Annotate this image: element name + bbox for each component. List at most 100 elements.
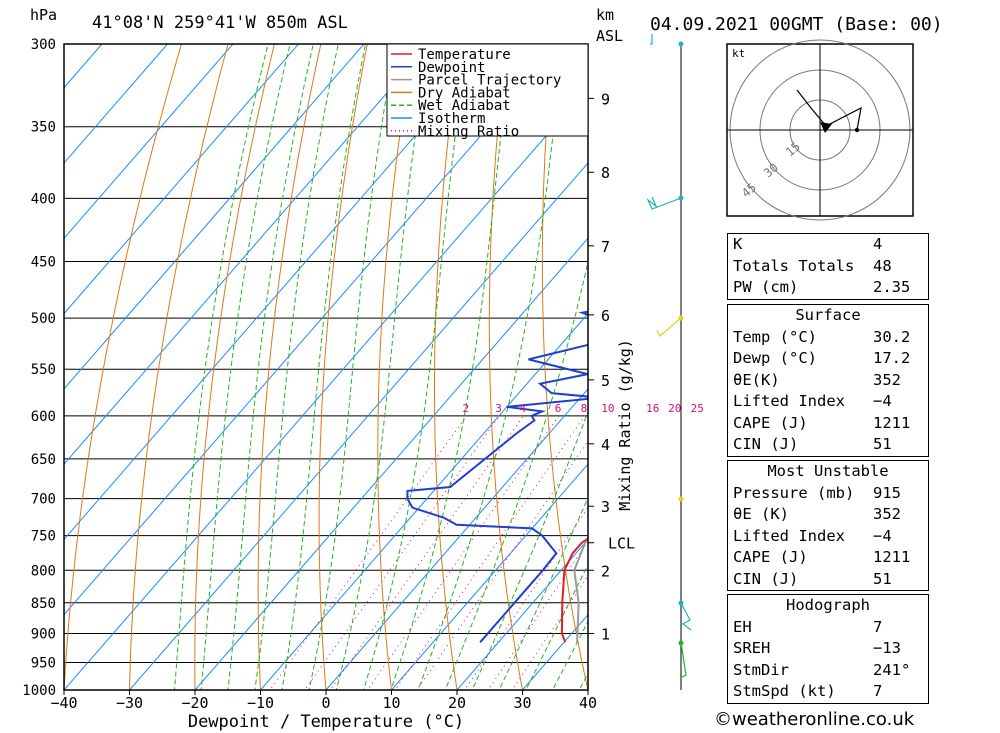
mu-value: 915 bbox=[873, 483, 901, 502]
pressure-unit-label: hPa bbox=[30, 6, 57, 24]
storm-motion-marker bbox=[820, 122, 832, 133]
hodo-key: EH bbox=[733, 617, 752, 636]
index-key: K bbox=[733, 235, 743, 253]
hodograph-unit-label: kt bbox=[732, 47, 745, 60]
mixing-ratio-line bbox=[416, 440, 588, 690]
pressure-tick-label: 450 bbox=[31, 255, 56, 271]
index-value: 2.35 bbox=[873, 278, 911, 296]
height-tick-label: 7 bbox=[601, 238, 610, 256]
legend-label: Wet Adiabat bbox=[418, 98, 511, 114]
wet-adiabat-line bbox=[200, 44, 291, 690]
isotherm-line bbox=[390, 463, 588, 690]
hodo-value: 7 bbox=[873, 617, 883, 636]
wet-adiabat-line bbox=[498, 496, 588, 690]
most-unstable-title: Most Unstable bbox=[767, 462, 889, 480]
hodo-key: StmSpd (kt) bbox=[733, 682, 836, 700]
surface-key: θE(K) bbox=[733, 370, 780, 389]
mixing-ratio-label: 16 bbox=[646, 402, 659, 415]
mu-key: CAPE (J) bbox=[733, 548, 808, 566]
hodo-value: −13 bbox=[873, 639, 901, 657]
mixing-ratio-label: 25 bbox=[691, 402, 704, 415]
wind-profile bbox=[646, 34, 692, 690]
wet-adiabat-line bbox=[227, 44, 314, 690]
legend-label: Dry Adiabat bbox=[418, 85, 511, 101]
x-tick-label: 40 bbox=[579, 694, 597, 712]
isotherm-line bbox=[259, 312, 588, 690]
mixing-ratio-label: 3 bbox=[495, 402, 502, 415]
km-label: km bbox=[596, 6, 614, 24]
mu-key: θE (K) bbox=[733, 505, 789, 523]
pressure-tick-label: 900 bbox=[31, 626, 56, 642]
pressure-tick-label: 850 bbox=[31, 596, 56, 612]
wet-adiabat-line bbox=[363, 44, 469, 690]
pressure-tick-label: 350 bbox=[31, 120, 56, 136]
series-parcel-trajectory bbox=[573, 538, 588, 643]
isotherm-line bbox=[456, 538, 588, 690]
legend-box bbox=[386, 43, 589, 137]
dry-adiabat-line bbox=[128, 44, 229, 690]
mixing-ratio-label: 6 bbox=[555, 402, 562, 415]
index-value: 4 bbox=[873, 235, 883, 253]
wind-barb bbox=[679, 642, 687, 679]
index-key: PW (cm) bbox=[733, 278, 799, 296]
index-key: Totals Totals bbox=[733, 256, 855, 275]
mixing-ratio-line bbox=[487, 540, 588, 690]
isotherm-line bbox=[194, 237, 588, 690]
x-tick-label: 20 bbox=[448, 694, 466, 712]
surface-key: CIN (J) bbox=[733, 435, 799, 453]
isotherm-line bbox=[64, 86, 588, 690]
wind-barb bbox=[680, 602, 692, 631]
x-tick-label: 30 bbox=[513, 694, 531, 712]
mu-key: Lifted Index bbox=[733, 526, 845, 545]
pressure-tick-label: 400 bbox=[31, 191, 56, 207]
surface-key: Dewp (°C) bbox=[733, 349, 817, 367]
copyright-footer: ©weatheronline.co.uk bbox=[714, 709, 915, 730]
run-time-title: 04.09.2021 00GMT (Base: 00) bbox=[650, 14, 943, 35]
isotherm-line bbox=[64, 44, 365, 390]
location-title: 41°08'N 259°41'W 850m ASL bbox=[92, 13, 348, 33]
mixing-ratio-label: 10 bbox=[601, 402, 614, 415]
wind-level-dot bbox=[678, 496, 684, 502]
height-tick-label: 1 bbox=[601, 625, 610, 643]
mixing-ratio-line bbox=[394, 415, 586, 690]
isotherm-line bbox=[64, 44, 103, 89]
wind-barb bbox=[650, 34, 653, 45]
mu-key: CIN (J) bbox=[733, 569, 799, 588]
surface-title: Surface bbox=[795, 306, 861, 324]
plot-frame bbox=[63, 43, 589, 691]
hodo-value: 7 bbox=[873, 682, 883, 700]
mixing-ratio-line bbox=[303, 415, 500, 690]
mixing-ratio-label: 2 bbox=[462, 402, 469, 415]
dry-adiabat-line bbox=[377, 44, 415, 690]
legend-label: Temperature bbox=[418, 47, 511, 63]
index-value: 48 bbox=[873, 256, 892, 275]
wet-adiabat-line bbox=[335, 44, 430, 690]
wind-barb bbox=[656, 317, 682, 337]
wet-adiabat-line bbox=[552, 620, 588, 690]
x-axis-title: Dewpoint / Temperature (°C) bbox=[188, 712, 464, 732]
surface-value: 352 bbox=[873, 370, 901, 389]
isotherm-line bbox=[64, 44, 234, 240]
pressure-tick-label: 600 bbox=[31, 409, 56, 425]
height-tick-label: 3 bbox=[601, 498, 610, 516]
surface-value: 1211 bbox=[873, 413, 911, 432]
legend-label: Dewpoint bbox=[418, 60, 485, 76]
dry-adiabat-line bbox=[64, 44, 183, 690]
pressure-tick-label: 500 bbox=[31, 311, 56, 327]
hodograph-table: Hodograph EH 7 SREH −13 StmDir 241° StmSpd … bbox=[727, 594, 929, 704]
pressure-tick-label: 700 bbox=[31, 492, 56, 508]
wet-adiabat-line bbox=[308, 44, 397, 690]
mu-value: 1211 bbox=[873, 548, 911, 566]
isotherm-line bbox=[325, 388, 588, 690]
dry-adiabat-line bbox=[644, 0, 727, 716]
x-tick-label: −10 bbox=[247, 694, 274, 712]
wet-adiabat-line bbox=[173, 44, 269, 690]
surface-value: 30.2 bbox=[873, 327, 911, 346]
series-dewpoint bbox=[406, 310, 588, 643]
surface-table: Surface Temp (°C) 30.2 Dewp (°C) 17.2 θE(K… bbox=[727, 304, 929, 457]
legend-label: Parcel Trajectory bbox=[418, 73, 561, 89]
x-tick-label: 0 bbox=[321, 694, 330, 712]
surface-value: −4 bbox=[873, 392, 892, 410]
